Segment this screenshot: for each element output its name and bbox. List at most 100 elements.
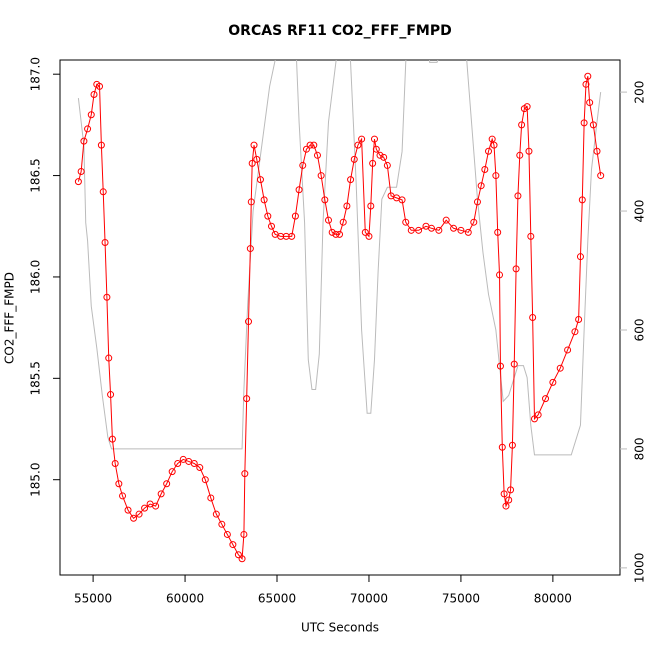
data-point bbox=[442, 216, 450, 224]
data-point bbox=[240, 530, 248, 538]
x-tick-label: 70000 bbox=[350, 592, 388, 606]
data-point bbox=[299, 161, 307, 169]
data-point bbox=[507, 486, 515, 494]
y2-tick-label: 200 bbox=[633, 81, 647, 104]
data-point bbox=[264, 212, 272, 220]
data-point bbox=[291, 212, 299, 220]
data-point bbox=[496, 362, 504, 370]
data-point bbox=[111, 459, 119, 467]
data-point bbox=[241, 470, 249, 478]
x-axis-label: UTC Seconds bbox=[301, 621, 379, 635]
data-point bbox=[247, 198, 255, 206]
data-point bbox=[87, 111, 95, 119]
data-point bbox=[534, 411, 542, 419]
plot-frame bbox=[59, 59, 621, 576]
data-point bbox=[500, 490, 508, 498]
data-point bbox=[77, 168, 85, 176]
data-point bbox=[90, 90, 98, 98]
data-point bbox=[508, 441, 516, 449]
data-point bbox=[141, 504, 149, 512]
data-point bbox=[586, 99, 594, 107]
data-point bbox=[196, 464, 204, 472]
data-point bbox=[492, 172, 500, 180]
data-point bbox=[427, 224, 435, 232]
data-point bbox=[246, 245, 254, 253]
data-point bbox=[253, 155, 261, 163]
data-point bbox=[510, 360, 518, 368]
data-point bbox=[243, 395, 251, 403]
data-point bbox=[407, 226, 415, 234]
x-tick-label: 65000 bbox=[258, 592, 296, 606]
data-point bbox=[490, 141, 498, 149]
chart-title: ORCAS RF11 CO2_FFF_FMPD bbox=[228, 23, 451, 39]
data-point bbox=[328, 228, 336, 236]
data-point bbox=[119, 492, 127, 500]
data-point bbox=[317, 172, 325, 180]
data-point bbox=[457, 226, 465, 234]
data-point bbox=[530, 415, 538, 423]
data-point bbox=[597, 172, 605, 180]
data-point bbox=[516, 151, 524, 159]
data-point bbox=[488, 135, 496, 143]
x-tick-label: 75000 bbox=[442, 592, 480, 606]
data-point bbox=[288, 232, 296, 240]
data-point bbox=[105, 354, 113, 362]
y-tick-label: 186.5 bbox=[29, 158, 43, 192]
data-point bbox=[361, 228, 369, 236]
y2-tick-label: 1000 bbox=[633, 553, 647, 584]
data-point bbox=[350, 155, 358, 163]
data-point bbox=[223, 530, 231, 538]
data-point bbox=[542, 395, 550, 403]
y2-tick-label: 400 bbox=[633, 200, 647, 223]
y2-tick-label: 800 bbox=[633, 437, 647, 460]
data-point bbox=[339, 218, 347, 226]
data-point bbox=[267, 222, 275, 230]
data-point bbox=[99, 188, 107, 196]
data-point bbox=[163, 480, 171, 488]
data-point bbox=[234, 551, 242, 559]
data-point bbox=[168, 468, 176, 476]
data-point bbox=[372, 145, 380, 153]
data-point bbox=[250, 141, 258, 149]
data-point bbox=[549, 378, 557, 386]
data-point bbox=[321, 196, 329, 204]
data-point bbox=[325, 216, 333, 224]
data-point bbox=[369, 159, 377, 167]
data-point bbox=[115, 480, 123, 488]
data-point bbox=[101, 238, 109, 246]
y-tick-label: 185.5 bbox=[29, 361, 43, 395]
data-point bbox=[313, 151, 321, 159]
data-point bbox=[450, 224, 458, 232]
data-point bbox=[477, 182, 485, 190]
data-point bbox=[564, 346, 572, 354]
data-point bbox=[370, 135, 378, 143]
data-point bbox=[84, 125, 92, 133]
data-point bbox=[302, 145, 310, 153]
data-point bbox=[494, 228, 502, 236]
data-point bbox=[190, 459, 198, 467]
x-tick-label: 60000 bbox=[166, 592, 204, 606]
data-point bbox=[80, 137, 88, 145]
data-point bbox=[310, 141, 318, 149]
data-point bbox=[157, 490, 165, 498]
data-point bbox=[354, 141, 362, 149]
data-point bbox=[505, 496, 513, 504]
data-point bbox=[435, 226, 443, 234]
data-point bbox=[107, 391, 115, 399]
series-line bbox=[77, 60, 602, 456]
data-point bbox=[376, 151, 384, 159]
data-point bbox=[365, 232, 373, 240]
data-point bbox=[256, 176, 264, 184]
data-point bbox=[571, 328, 579, 336]
x-tick-label: 80000 bbox=[534, 592, 572, 606]
data-point bbox=[130, 514, 138, 522]
plot-area bbox=[74, 60, 605, 563]
data-point bbox=[473, 198, 481, 206]
y-tick-label: 185.0 bbox=[29, 463, 43, 497]
data-point bbox=[367, 202, 375, 210]
data-point bbox=[512, 265, 520, 273]
y-tick-label: 187.0 bbox=[29, 57, 43, 91]
data-point bbox=[481, 165, 489, 173]
y2-tick-label: 600 bbox=[633, 319, 647, 342]
